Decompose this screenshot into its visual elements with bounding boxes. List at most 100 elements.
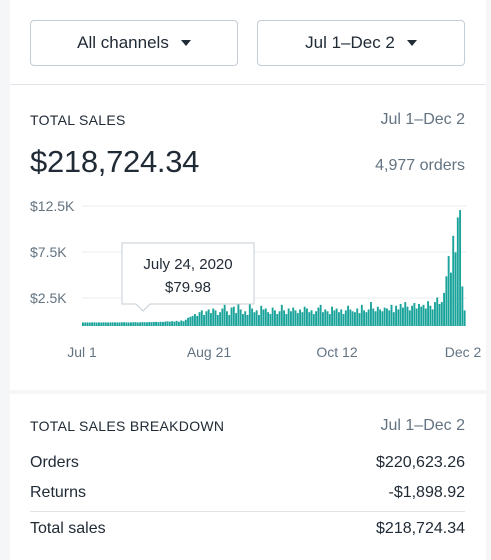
chart-bar <box>324 309 327 326</box>
chart-bar <box>139 322 142 326</box>
chart-bar <box>226 311 228 326</box>
chart-bar <box>102 322 105 326</box>
x-tick-label: Jul 1 <box>67 344 97 360</box>
breakdown-row-returns: Returns -$1,898.92 <box>30 484 465 502</box>
chart-bar <box>88 322 91 326</box>
chart-bar <box>438 303 441 326</box>
chart-bar <box>463 310 466 326</box>
chart-bar <box>376 306 379 326</box>
chart-bar <box>162 321 164 326</box>
chart-bar <box>278 311 281 326</box>
chart-bar <box>427 301 430 326</box>
chart-bar <box>406 306 409 326</box>
filter-row: All channels Jul 1–Dec 2 <box>30 20 465 66</box>
chart-bar <box>374 311 377 326</box>
chart-bar <box>338 312 340 326</box>
chart-bar <box>397 309 400 326</box>
chart-bar <box>118 322 121 326</box>
breakdown-total-label: Total sales <box>30 520 106 537</box>
chart-bar <box>399 303 402 326</box>
chart-bar <box>230 307 233 326</box>
chart-bar <box>228 314 231 326</box>
chart-bar <box>242 314 244 326</box>
chart-bar <box>386 308 388 326</box>
chart-bar <box>152 321 155 326</box>
chart-bar <box>342 314 345 326</box>
chart-bar <box>98 322 100 326</box>
channel-select[interactable]: All channels <box>30 20 238 66</box>
chart-bar <box>173 321 176 326</box>
y-tick-label: $2.5K <box>30 290 67 306</box>
chart-bar <box>461 286 464 326</box>
sales-chart[interactable]: $12.5K $7.5K $2.5K Jul 1 Aug 21 Oct 12 D… <box>10 190 486 370</box>
x-axis: Jul 1 Aug 21 Oct 12 Dec 2 <box>67 344 481 360</box>
channel-select-label: All channels <box>77 33 169 52</box>
chart-bar <box>372 308 375 326</box>
tooltip-value: $79.98 <box>165 279 211 296</box>
chart-bar <box>445 276 448 326</box>
chart-bar <box>182 321 185 326</box>
chart-bar <box>168 321 171 326</box>
chart-bar <box>262 309 265 326</box>
chart-bar <box>184 319 187 326</box>
chart-bar <box>253 312 256 326</box>
chart-bar <box>322 312 324 326</box>
chart-bar <box>452 235 455 326</box>
caret-down-icon <box>180 40 191 46</box>
chart-bar <box>308 312 311 326</box>
chart-bar <box>440 302 443 326</box>
breakdown-value: $220,623.26 <box>376 454 465 471</box>
chart-bar <box>95 322 98 326</box>
chart-bar <box>114 322 116 326</box>
y-tick-label: $7.5K <box>30 244 67 260</box>
breakdown-total-value: $218,724.34 <box>376 520 465 537</box>
chart-bar <box>411 305 414 326</box>
chart-tooltip: July 24, 2020 $79.98 <box>121 242 255 312</box>
chart-bar <box>141 322 144 326</box>
chart-bar <box>390 304 393 326</box>
chart-bar <box>214 310 217 326</box>
chart-bar <box>434 302 436 326</box>
breakdown-card: TOTAL SALES BREAKDOWN Jul 1–Dec 2 Orders… <box>10 394 486 560</box>
chart-bar <box>344 310 347 326</box>
chart-bar <box>354 312 356 326</box>
chart-bar <box>420 306 423 326</box>
chart-bar <box>198 312 201 326</box>
chart-bar <box>317 307 320 326</box>
chart-bar <box>356 308 359 326</box>
chart-bar <box>280 304 283 326</box>
chart-bar <box>205 311 208 326</box>
chart-bar <box>258 314 260 326</box>
chart-bar <box>216 314 219 326</box>
chart-bar <box>171 321 174 326</box>
chart-bar <box>290 311 292 326</box>
chart-bar <box>248 303 251 326</box>
chart-bar <box>246 314 249 326</box>
chart-bar <box>104 322 107 326</box>
chart-bar <box>189 316 192 326</box>
chart-bar <box>418 303 420 326</box>
breakdown-label: Orders <box>30 454 79 471</box>
breakdown-row-orders: Orders $220,623.26 <box>30 454 465 472</box>
chart-bar <box>454 252 457 326</box>
chart-bar <box>255 310 258 326</box>
chart-bar <box>383 307 386 326</box>
divider <box>10 84 486 85</box>
chart-bar <box>367 309 370 326</box>
chart-bar <box>239 309 242 326</box>
chart-bar <box>237 303 240 326</box>
chart-bar <box>267 312 270 326</box>
x-tick-label: Dec 2 <box>445 344 482 360</box>
date-range-select[interactable]: Jul 1–Dec 2 <box>257 20 465 66</box>
chart-bar <box>212 308 215 326</box>
chart-bar <box>136 322 139 326</box>
chart-bar <box>155 321 158 326</box>
orders-count: 4,977 orders <box>375 157 465 174</box>
chart-bar <box>111 322 114 326</box>
chart-bar <box>365 312 368 326</box>
chart-bar <box>340 309 343 326</box>
chart-bar <box>358 313 361 326</box>
chart-bar <box>93 322 96 326</box>
chart-bars <box>82 210 466 326</box>
chart-bar <box>116 322 119 326</box>
